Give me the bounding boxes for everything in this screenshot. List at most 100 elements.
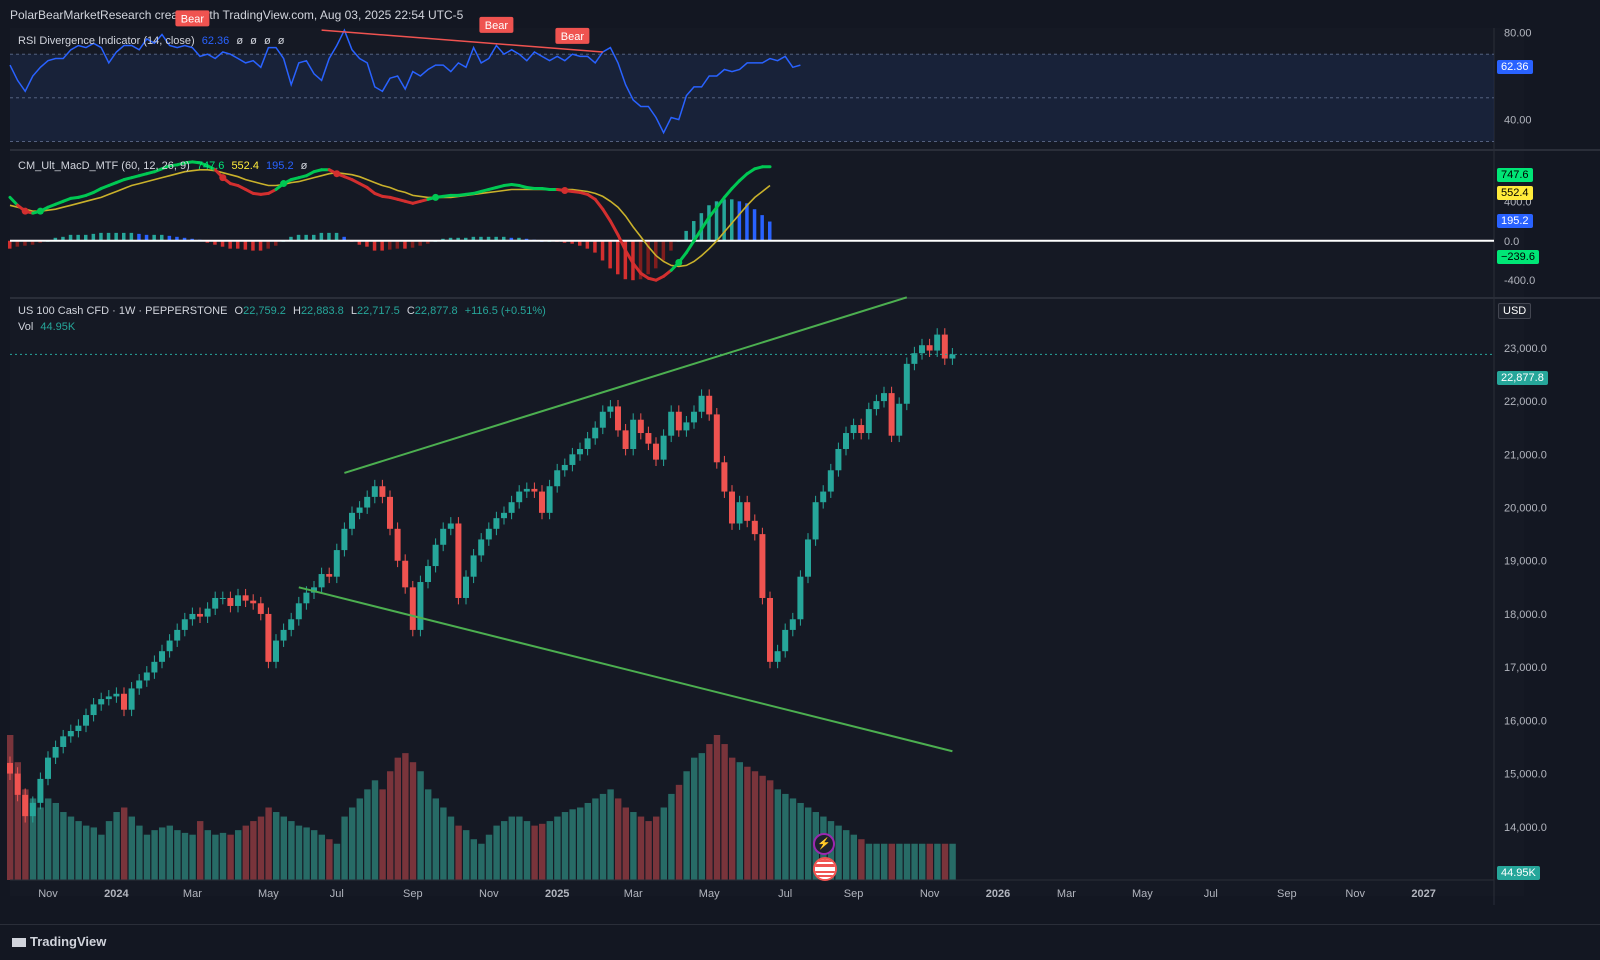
volume-bar (561, 812, 569, 880)
candle-body (356, 507, 363, 513)
candle-body (911, 353, 918, 364)
candle-body (83, 715, 89, 726)
macd-line-segment (593, 197, 605, 211)
time-tick-label: Nov (1345, 888, 1365, 900)
candle-body (75, 725, 82, 732)
price-tick-label: 14,000.0 (1504, 822, 1547, 834)
volume-bar (934, 843, 941, 880)
macd-hist-bar (213, 240, 217, 245)
macd-line-segment (631, 261, 643, 275)
rsi-value: 62.36 (201, 35, 230, 47)
volume-bar (888, 843, 895, 880)
volume-bar (584, 802, 591, 880)
macd-tick-label: 0.0 (1504, 236, 1519, 248)
candle-body (387, 496, 393, 529)
volume-bar (721, 744, 728, 880)
rsi-legend[interactable]: RSI Divergence Indicator (14, close) 62.… (18, 35, 284, 47)
macd-hist-bar (319, 232, 324, 241)
volume-bar (121, 807, 128, 880)
macd-hist-bar (258, 240, 263, 251)
macd-hist-bar (236, 240, 240, 249)
volume-bar (318, 834, 325, 880)
volume-bar (554, 816, 561, 880)
volume-bar (683, 771, 690, 880)
macd-hist-bar (578, 240, 582, 246)
candle-body (181, 619, 188, 630)
volume-bar (485, 834, 493, 880)
candle-body (478, 539, 485, 556)
attribution-bar: PolarBearMarketResearch created with Tra… (0, 0, 1600, 28)
candle-body (159, 651, 165, 662)
candle-body (212, 597, 219, 609)
rsi-extra-2: ø (250, 35, 257, 47)
volume-bar (843, 830, 850, 880)
candle-body (896, 403, 903, 436)
macd-line-segment (684, 239, 696, 255)
candle-body (105, 696, 112, 700)
candle-body (219, 597, 226, 599)
volume-bar (789, 798, 797, 880)
ohlc-change: +116.5 (+0.51%) (464, 305, 546, 317)
candle-body (242, 595, 249, 601)
lightning-icon[interactable]: ⚡ (813, 833, 835, 855)
bear-label: Bear (561, 31, 585, 43)
volume-bar (83, 825, 90, 880)
candle-body (364, 496, 371, 508)
macd-hist-bar (84, 234, 88, 241)
price-legend[interactable]: US 100 Cash CFD · 1W · PEPPERSTONE O22,7… (18, 305, 546, 317)
macd-line-segment (608, 219, 620, 237)
candle-body (52, 746, 59, 758)
candle-body (903, 363, 910, 404)
candle-body (569, 454, 576, 465)
candle-body (949, 354, 956, 359)
volume-bar (653, 816, 660, 880)
candle-body (554, 470, 561, 487)
volume-legend[interactable]: Vol 44.95K (18, 321, 75, 333)
us-flag-icon[interactable] (813, 857, 837, 881)
attribution-text: PolarBearMarketResearch created with Tra… (10, 8, 464, 22)
upper-channel-line (344, 296, 908, 474)
macd-hist-bar (517, 237, 521, 241)
candle-body (455, 523, 462, 598)
tradingview-logo-icon[interactable]: TradingView (12, 934, 106, 949)
candle-body (197, 613, 203, 617)
candle-body (873, 401, 880, 410)
volume-bar (729, 757, 736, 880)
macd-hist-bar (502, 236, 506, 241)
time-tick-label: Nov (920, 888, 940, 900)
candle-body (250, 600, 257, 604)
macd-hist-bar (410, 240, 415, 248)
macd-hist-bar (160, 234, 164, 241)
macd-legend[interactable]: CM_Ult_MacD_MTF (60, 12, 26, 9) 747.6 55… (18, 160, 307, 172)
volume-bar (7, 735, 14, 880)
volume-bar (501, 821, 508, 880)
macd-hist-bar (737, 201, 742, 241)
macd-hist-bar (53, 237, 58, 241)
candle-body (295, 603, 302, 620)
volume-bar (470, 839, 477, 880)
candle-body (645, 433, 652, 444)
time-tick-label: Sep (403, 888, 423, 900)
volume-bar (174, 830, 181, 880)
candle-body (668, 411, 675, 436)
time-tick-label: 2025 (545, 888, 569, 900)
volume-bar (645, 821, 652, 880)
macd-tag-747: 747.6 (1497, 168, 1533, 182)
macd-hist-bar (669, 240, 673, 251)
volume-bar (516, 816, 523, 880)
macd-hist-bar (448, 237, 453, 241)
time-tick-label: Jul (330, 888, 344, 900)
candle-body (698, 395, 705, 412)
macd-hist-bar (106, 232, 111, 241)
macd-hist-bar (372, 240, 377, 251)
macd-hist-bar (692, 221, 696, 241)
candle-body (432, 544, 439, 567)
volume-bar (919, 843, 926, 880)
volume-bar (713, 735, 721, 880)
candle-body (311, 587, 317, 593)
currency-button[interactable]: USD (1498, 303, 1532, 319)
macd-line-segment (639, 271, 650, 280)
volume-bar (326, 839, 333, 880)
candle-body (143, 672, 150, 681)
